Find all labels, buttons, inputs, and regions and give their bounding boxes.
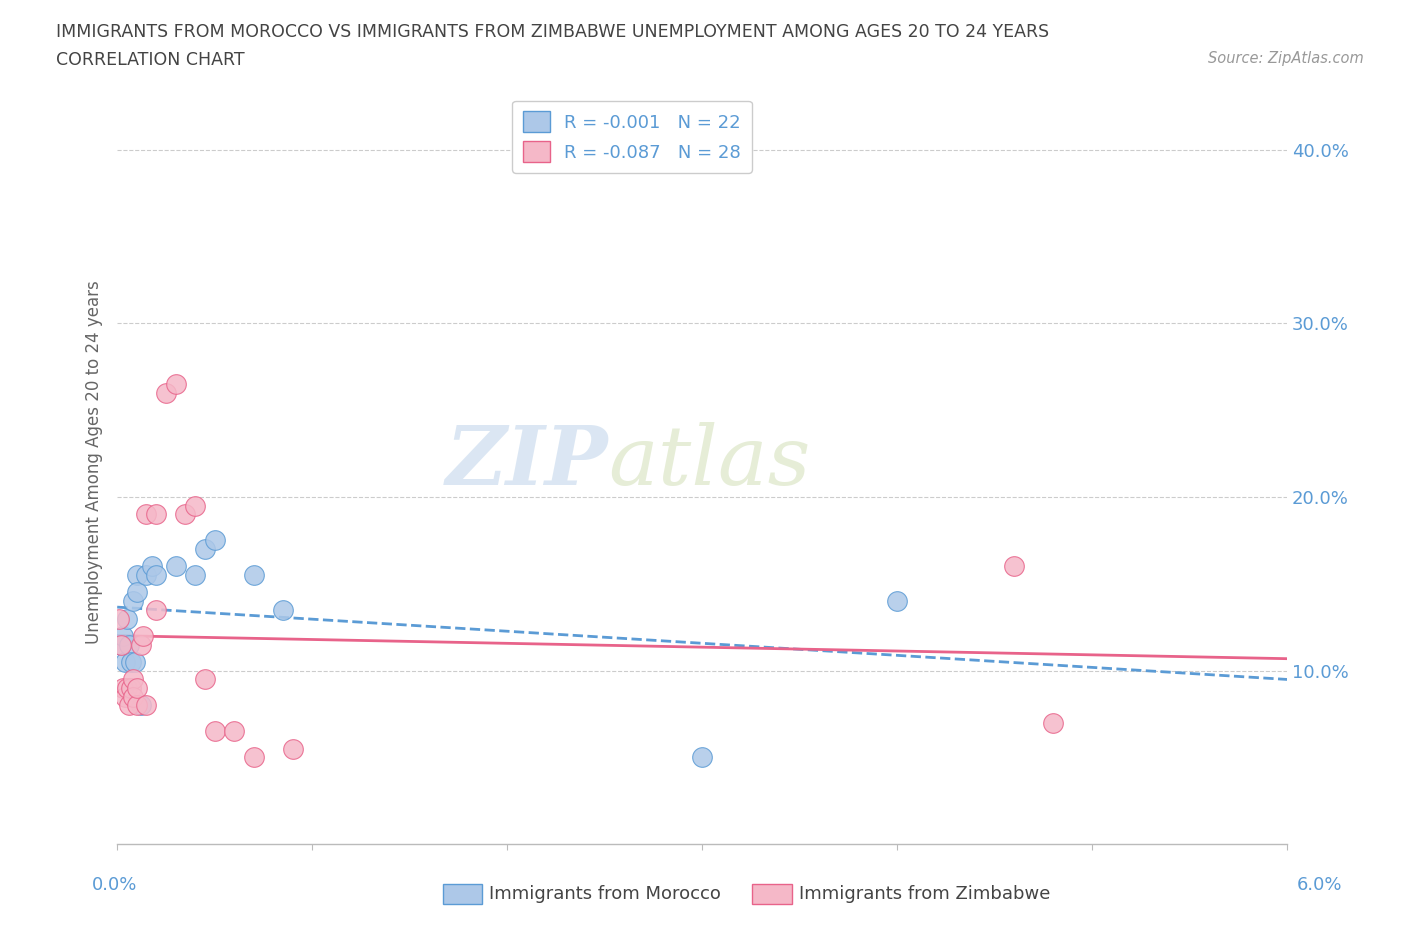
Point [129, 637, 152, 652]
Point [112, 629, 135, 644]
Point [115, 611, 138, 626]
Point [118, 698, 141, 712]
Text: Source: ZipAtlas.com: Source: ZipAtlas.com [1208, 51, 1364, 66]
Point [204, 724, 226, 738]
Text: CORRELATION CHART: CORRELATION CHART [56, 51, 245, 69]
Point [224, 724, 246, 738]
Point [242, 751, 264, 765]
Point [135, 698, 157, 712]
Point [125, 681, 148, 696]
Point [135, 567, 157, 582]
Point [184, 567, 207, 582]
Point [135, 507, 157, 522]
Text: Immigrants from Morocco: Immigrants from Morocco [489, 884, 721, 903]
Point [886, 593, 908, 608]
Point [124, 655, 146, 670]
Point [118, 637, 141, 652]
Point [120, 681, 142, 696]
Point [112, 681, 135, 696]
Text: Immigrants from Zimbabwe: Immigrants from Zimbabwe [799, 884, 1050, 903]
Point [174, 507, 197, 522]
Point [145, 507, 167, 522]
Point [271, 603, 294, 618]
Point [690, 751, 713, 765]
Point [108, 611, 131, 626]
Point [141, 559, 163, 574]
Y-axis label: Unemployment Among Ages 20 to 24 years: Unemployment Among Ages 20 to 24 years [86, 280, 103, 644]
Point [125, 585, 148, 600]
Point [114, 655, 136, 670]
Point [121, 671, 143, 686]
Point [131, 629, 153, 644]
Point [1002, 559, 1025, 574]
Point [155, 385, 177, 400]
Point [115, 681, 138, 696]
Point [145, 603, 167, 618]
Text: ZIP: ZIP [446, 422, 609, 502]
Text: 0.0%: 0.0% [91, 876, 136, 895]
Point [110, 637, 132, 652]
Point [125, 567, 148, 582]
Point [129, 698, 152, 712]
Point [120, 655, 142, 670]
Point [204, 533, 226, 548]
Point [194, 541, 217, 556]
Point [281, 741, 304, 756]
Point [194, 671, 217, 686]
Point [242, 567, 264, 582]
Point [121, 689, 143, 704]
Point [165, 559, 187, 574]
Legend: R = -0.001   N = 22, R = -0.087   N = 28: R = -0.001 N = 22, R = -0.087 N = 28 [512, 100, 752, 173]
Text: 6.0%: 6.0% [1298, 876, 1343, 895]
Point [145, 567, 167, 582]
Point [121, 593, 143, 608]
Point [1042, 715, 1064, 730]
Point [125, 698, 148, 712]
Text: IMMIGRANTS FROM MOROCCO VS IMMIGRANTS FROM ZIMBABWE UNEMPLOYMENT AMONG AGES 20 T: IMMIGRANTS FROM MOROCCO VS IMMIGRANTS FR… [56, 23, 1049, 41]
Point [114, 689, 136, 704]
Point [165, 377, 187, 392]
Point [184, 498, 207, 513]
Point [110, 637, 132, 652]
Text: atlas: atlas [609, 422, 811, 502]
